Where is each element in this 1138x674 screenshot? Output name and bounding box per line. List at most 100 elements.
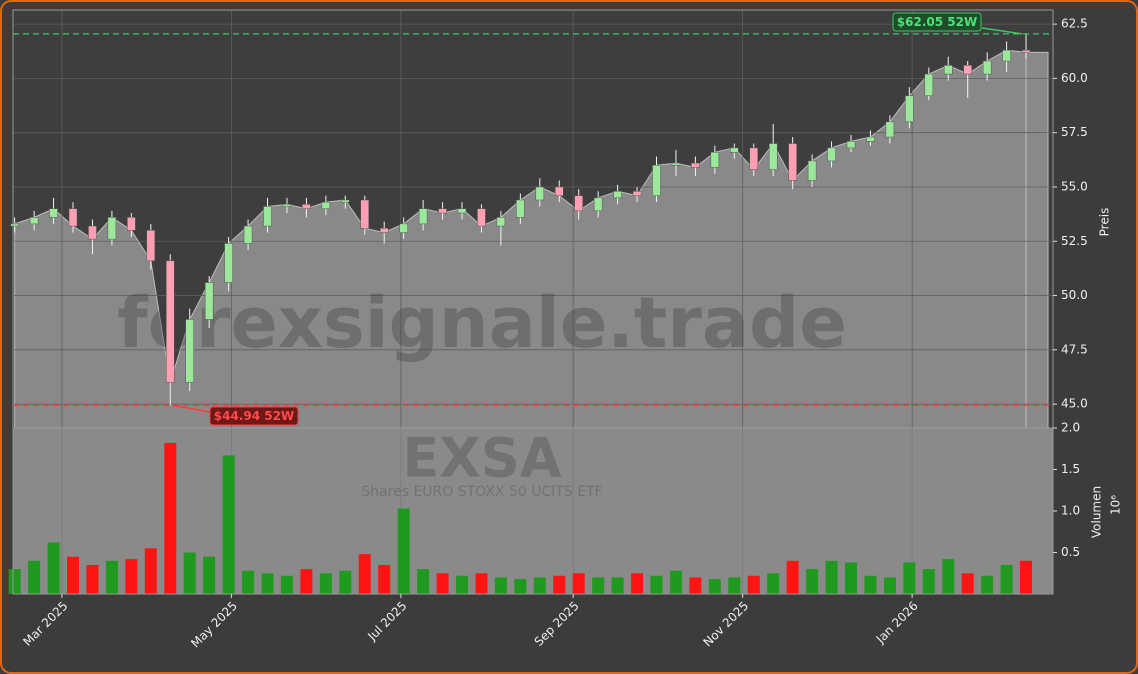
volume-bar <box>981 575 994 594</box>
candle-body <box>418 208 428 225</box>
candle-body <box>516 199 525 218</box>
volume-bar <box>8 569 21 594</box>
volume-bar <box>883 577 896 594</box>
candle-body <box>224 243 233 283</box>
candle-body <box>204 282 214 320</box>
candle-body <box>768 143 778 170</box>
candle-body <box>807 160 817 181</box>
candle-body <box>10 223 19 227</box>
candle-body <box>846 141 856 149</box>
volume-bar <box>456 575 469 594</box>
volume-bar <box>961 573 974 594</box>
volume-bar <box>767 573 780 594</box>
volume-bar <box>280 575 293 594</box>
y-tick-label: 57.5 <box>1061 125 1088 139</box>
volume-bar <box>942 559 955 594</box>
volume-bar <box>650 575 663 594</box>
volume-bar <box>300 569 313 594</box>
volume-bar <box>339 570 352 594</box>
volume-bar <box>786 560 799 594</box>
candle-body <box>905 95 914 123</box>
candle-body <box>379 227 389 233</box>
candle-body <box>399 223 408 233</box>
candle-body <box>691 162 700 168</box>
volume-bar <box>747 575 760 594</box>
y-tick-label: 52.5 <box>1061 234 1088 248</box>
volume-bar <box>67 556 80 594</box>
volume-bar <box>319 573 332 594</box>
candle-body <box>827 147 836 162</box>
volume-bar <box>494 577 507 594</box>
candle-body <box>88 225 97 240</box>
candle-body <box>710 151 720 168</box>
candle-body <box>982 60 992 75</box>
volume-bar <box>358 554 371 594</box>
volume-bar <box>533 577 546 594</box>
volume-bar <box>514 579 527 594</box>
low-label-box <box>209 406 299 426</box>
volume-bar <box>825 560 838 594</box>
volume-tick-label: 2.0 <box>1061 421 1080 435</box>
volume-bar <box>475 573 488 594</box>
volume-bar <box>417 569 430 594</box>
candle-body <box>632 191 642 196</box>
candle-body <box>1021 49 1031 53</box>
candle-body <box>107 217 117 240</box>
volume-bar <box>1020 560 1033 594</box>
candle-body <box>730 147 739 153</box>
candle-body <box>127 217 136 231</box>
volume-bar <box>806 569 819 594</box>
candle-body <box>963 65 972 75</box>
volume-axis-label: Volumen <box>1090 486 1104 538</box>
volume-bar <box>1000 564 1013 594</box>
volume-bar <box>47 542 60 594</box>
watermark: forexsignale.trade <box>117 282 846 364</box>
candle-body <box>302 204 311 209</box>
candle-body <box>49 208 58 218</box>
volume-bar <box>144 548 157 594</box>
volume-bar <box>631 573 644 594</box>
volume-bar <box>164 442 177 594</box>
candle-body <box>924 73 934 97</box>
volume-bar <box>572 573 585 594</box>
y-tick-label: 45.0 <box>1061 397 1088 411</box>
volume-bar <box>689 577 702 594</box>
candle-body <box>1002 49 1011 62</box>
candle-body <box>477 208 486 227</box>
y-tick-label: 47.5 <box>1061 342 1088 356</box>
volume-bar <box>728 577 741 594</box>
candle-body <box>360 199 370 229</box>
volume-bar <box>86 564 99 594</box>
volume-bar <box>242 570 255 594</box>
volume-bar <box>378 564 391 594</box>
candle-body <box>341 199 350 203</box>
y-axis-label: Preis <box>1098 208 1112 237</box>
candle-body <box>613 191 622 199</box>
volume-bar <box>922 569 935 594</box>
volume-bar <box>397 508 410 594</box>
candle-body <box>68 208 78 227</box>
candle-body <box>457 208 467 214</box>
volume-bar <box>203 556 216 594</box>
candle-body <box>574 195 583 212</box>
candle-body <box>593 197 603 212</box>
volume-bar <box>611 577 624 594</box>
low-arrow <box>173 404 211 413</box>
watermark-symbol: EXSA <box>402 427 561 490</box>
volume-bar <box>125 559 138 594</box>
volume-bar <box>436 573 449 594</box>
y-tick-label: 55.0 <box>1061 179 1088 193</box>
candle-body <box>243 225 253 244</box>
volume-bar <box>553 575 566 594</box>
watermark-name: Shares EURO STOXX 50 UCITS ETF <box>361 484 602 500</box>
volume-tick-label: 1.5 <box>1061 462 1080 476</box>
high-arrow <box>981 27 1023 35</box>
candle-body <box>166 260 175 383</box>
volume-tick-label: 1.0 <box>1061 504 1080 518</box>
candle-body <box>282 204 292 207</box>
volume-bar <box>592 577 605 594</box>
candle-body <box>885 121 895 138</box>
volume-bar <box>105 560 118 594</box>
candle-body <box>146 230 156 262</box>
